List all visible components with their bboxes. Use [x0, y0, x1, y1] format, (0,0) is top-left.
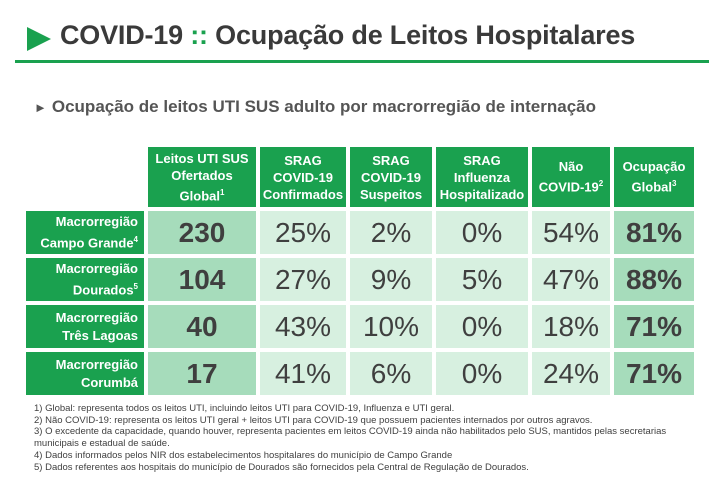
row-label: Macrorregião Corumbá — [26, 352, 144, 395]
cell-confirmados: 25% — [260, 211, 346, 254]
section-subtitle: ► Ocupação de leitos UTI SUS adulto por m… — [34, 97, 596, 117]
cell-leitos: 17 — [148, 352, 256, 395]
table-row-corumba: Macrorregião Corumbá 17 41% 6% 0% 24% 71% — [26, 352, 694, 395]
play-triangle-icon — [27, 27, 51, 51]
col-srag-covid-confirmados: SRAG COVID-19 Confirmados — [260, 147, 346, 207]
cell-nao-covid: 24% — [532, 352, 610, 395]
cell-nao-covid: 47% — [532, 258, 610, 301]
col-leitos-ofertados: Leitos UTI SUS Ofertados Global1 — [148, 147, 256, 207]
header-divider — [15, 60, 709, 63]
cell-suspeitos: 2% — [350, 211, 432, 254]
footnote-1: 1) Global: representa todos os leitos UT… — [34, 403, 455, 414]
page-title: COVID-19 :: Ocupação de Leitos Hospitala… — [60, 20, 635, 51]
cell-influenza: 5% — [436, 258, 528, 301]
col-nao-covid: Não COVID-192 — [532, 147, 610, 207]
bullet-arrow-icon: ► — [34, 100, 47, 115]
table-row-campo-grande: Macrorregião Campo Grande4 230 25% 2% 0% … — [26, 211, 694, 254]
cell-leitos: 40 — [148, 305, 256, 348]
title-text: Ocupação de Leitos Hospitalares — [215, 20, 636, 50]
cell-suspeitos: 6% — [350, 352, 432, 395]
cell-confirmados: 27% — [260, 258, 346, 301]
cell-influenza: 0% — [436, 305, 528, 348]
footnote-4: 4) Dados informados pelos NIR dos estabe… — [34, 449, 453, 461]
row-label: Macrorregião Três Lagoas — [26, 305, 144, 348]
table-row-tres-lagoas: Macrorregião Três Lagoas 40 43% 10% 0% 18… — [26, 305, 694, 348]
cell-leitos: 230 — [148, 211, 256, 254]
footnote-3: 3) O excedente da capacidade, quando hou… — [34, 426, 667, 450]
cell-ocupacao: 71% — [614, 305, 694, 348]
corner-cell — [26, 147, 144, 207]
page-header: COVID-19 :: Ocupação de Leitos Hospitala… — [0, 0, 719, 64]
cell-confirmados: 41% — [260, 352, 346, 395]
cell-influenza: 0% — [436, 352, 528, 395]
cell-ocupacao: 81% — [614, 211, 694, 254]
table-header-row: Leitos UTI SUS Ofertados Global1 SRAG CO… — [26, 147, 694, 207]
footnote-5: 5) Dados referentes aos hospitais do mun… — [34, 461, 529, 473]
row-label: Macrorregião Dourados5 — [26, 258, 144, 301]
cell-nao-covid: 18% — [532, 305, 610, 348]
cell-influenza: 0% — [436, 211, 528, 254]
occupancy-table: Leitos UTI SUS Ofertados Global1 SRAG CO… — [22, 143, 698, 399]
cell-leitos: 104 — [148, 258, 256, 301]
cell-ocupacao: 71% — [614, 352, 694, 395]
col-srag-covid-suspeitos: SRAG COVID-19 Suspeitos — [350, 147, 432, 207]
cell-confirmados: 43% — [260, 305, 346, 348]
title-covid: COVID-19 — [60, 20, 183, 50]
cell-suspeitos: 9% — [350, 258, 432, 301]
cell-suspeitos: 10% — [350, 305, 432, 348]
title-separator: :: — [190, 20, 208, 50]
table-row-dourados: Macrorregião Dourados5 104 27% 9% 5% 47% … — [26, 258, 694, 301]
cell-nao-covid: 54% — [532, 211, 610, 254]
footnotes: 1) Global: representa todos os leitos UT… — [34, 403, 684, 473]
row-label: Macrorregião Campo Grande4 — [26, 211, 144, 254]
col-srag-influenza: SRAG Influenza Hospitalizado — [436, 147, 528, 207]
col-ocupacao-global: Ocupação Global3 — [614, 147, 694, 207]
footnote-2: 2) Não COVID-19: representa os leitos UT… — [34, 414, 593, 426]
cell-ocupacao: 88% — [614, 258, 694, 301]
subtitle-text: Ocupação de leitos UTI SUS adulto por ma… — [51, 97, 596, 116]
